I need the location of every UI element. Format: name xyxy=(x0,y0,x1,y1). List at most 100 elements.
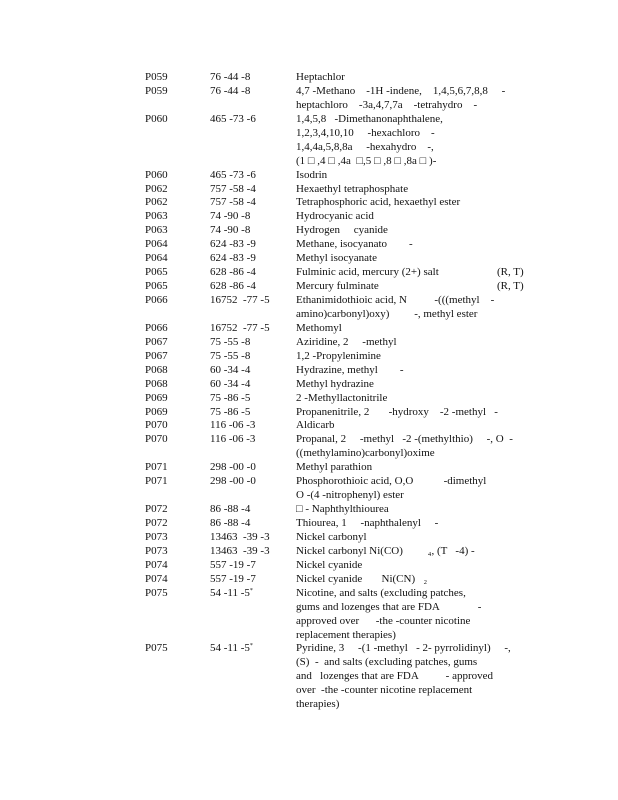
substance-name: Pyridine, 3 -(1 -methyl - 2- pyrrolidiny… xyxy=(296,642,511,655)
cas-value: 624 -83 -9 xyxy=(210,252,256,265)
cas-value: 298 -00 -0 xyxy=(210,461,256,474)
waste-code: P072 xyxy=(145,517,168,529)
row-line: P067 75 -55 -8 Aziridine, 2 -methyl xyxy=(145,336,545,350)
row-line: P062 757 -58 -4 Hexaethyl tetraphosphate xyxy=(145,183,545,197)
row-line: P063 74 -90 -8 Hydrocyanic acid xyxy=(145,210,545,224)
row-line: P070 116 -06 -3 Propanal, 2 -methyl -2 -(m… xyxy=(145,433,545,447)
substance-name: Methyl isocyanate xyxy=(296,252,377,265)
cas-value: 116 -06 -3 xyxy=(210,419,256,432)
row-line: P075 54 -11 -5* Nicotine, and salts (exclu… xyxy=(145,587,545,601)
cas-value: 116 -06 -3 xyxy=(210,433,256,446)
row-line: over -the -counter nicotine replacement xyxy=(145,684,545,698)
substance-name: Nickel cyanide xyxy=(296,558,363,571)
cas-number: 465 -73 -6 xyxy=(210,169,256,183)
substance-name: Methyl parathion xyxy=(296,461,373,474)
cas-number: 116 -06 -3 xyxy=(210,419,255,433)
waste-code: P068 xyxy=(145,377,168,390)
cas-value: 54 -11 -5 xyxy=(210,586,250,599)
waste-code: P075 xyxy=(145,586,168,599)
cas-number: 75 -55 -8 xyxy=(210,336,250,350)
table-row: P072 86 -88 -4 Thiourea, 1 -naphthalenyl - xyxy=(145,517,545,531)
substance-name: (S) - and salts (excluding patches, gums xyxy=(296,656,478,669)
waste-code: P069 xyxy=(145,391,168,404)
row-line: P074 557 -19 -7 Nickel cyanide xyxy=(145,559,545,573)
row-line: gums and lozenges that are FDA - xyxy=(145,601,545,615)
substance-name: 2 -Methyllactonitrile xyxy=(296,391,388,404)
row-line: replacement therapies) xyxy=(145,629,545,643)
substance-name: Propanal, 2 -methyl -2 -(methylthio) -, … xyxy=(296,433,513,446)
cas-number: 628 -86 -4 xyxy=(210,266,256,280)
cas-number: 624 -83 -9 xyxy=(210,252,256,266)
hazard-code: (R, T) xyxy=(497,280,524,293)
table-row: P060 465 -73 -6 1,4,5,8 -Dimethanonaphthal… xyxy=(145,113,545,169)
row-line: P066 16752 -77 -5 Methomyl xyxy=(145,322,545,336)
cas-value: 465 -73 -6 xyxy=(210,168,256,181)
table-row: P074 557 -19 -7 Nickel cyanide Ni(CN) ₂ xyxy=(145,573,545,587)
substance-name: Aldicarb xyxy=(296,419,335,432)
row-line: (1 □ ,4 □ ,4a □,5 □ ,8 □ ,8a □ )- xyxy=(145,155,545,169)
cas-number: 54 -11 -5* xyxy=(210,587,253,601)
cas-number: 74 -90 -8 xyxy=(210,224,250,238)
substance-name: Propanenitrile, 2 -hydroxy -2 -methyl - xyxy=(296,405,498,418)
cas-number: 116 -06 -3 xyxy=(210,433,255,447)
row-line: P069 75 -86 -5 2 -Methyllactonitrile xyxy=(145,392,545,406)
table-row: P068 60 -34 -4 Methyl hydrazine xyxy=(145,378,545,392)
waste-code: P070 xyxy=(145,433,168,446)
waste-code: P074 xyxy=(145,558,168,571)
waste-code: P072 xyxy=(145,503,168,516)
cas-footnote-mark: * xyxy=(249,643,253,650)
cas-value: 757 -58 -4 xyxy=(210,182,256,195)
table-row: P068 60 -34 -4 Hydrazine, methyl - xyxy=(145,364,545,378)
waste-code: P064 xyxy=(145,252,168,265)
waste-code: P071 xyxy=(145,475,168,488)
cas-value: 16752 -77 -5 xyxy=(210,321,270,334)
waste-code: P063 xyxy=(145,224,168,237)
cas-value: 298 -00 -0 xyxy=(210,475,256,488)
waste-code: P060 xyxy=(145,112,168,125)
cas-value: 75 -55 -8 xyxy=(210,335,251,348)
substance-name: Ethanimidothioic acid, N -(((methyl - xyxy=(296,294,495,306)
row-line: O -(4 -nitrophenyl) ester xyxy=(145,489,545,503)
substance-name: Phosphorothioic acid, O,O -dimethyl xyxy=(296,475,487,488)
cas-value: 76 -44 -8 xyxy=(210,84,251,97)
cas-value: 628 -86 -4 xyxy=(210,280,256,293)
cas-number: 298 -00 -0 xyxy=(210,475,256,489)
cas-number: 557 -19 -7 xyxy=(210,573,256,587)
cas-value: 74 -90 -8 xyxy=(210,210,251,223)
cas-value: 86 -88 -4 xyxy=(210,503,251,516)
waste-code: P067 xyxy=(145,349,168,362)
substance-name: □ - Naphthylthiourea xyxy=(296,503,389,516)
cas-value: 465 -73 -6 xyxy=(210,112,256,125)
substance-name: 4,7 -Methano -1H -indene, 1,4,5,6,7,8,8 … xyxy=(296,84,506,97)
cas-number: 86 -88 -4 xyxy=(210,517,250,531)
substance-name: Methyl hydrazine xyxy=(296,377,374,390)
table-row: P066 16752 -77 -5 Ethanimidothioic acid, N… xyxy=(145,294,545,322)
substance-name: Thiourea, 1 -naphthalenyl - xyxy=(296,517,439,529)
substance-name: approved over -the -counter nicotine xyxy=(296,614,471,627)
row-line: P074 557 -19 -7 Nickel cyanide Ni(CN) ₂ xyxy=(145,573,545,587)
substance-name: Hydrogen cyanide xyxy=(296,224,388,237)
substance-name: replacement therapies) xyxy=(296,628,396,641)
row-line: P071 298 -00 -0 Methyl parathion xyxy=(145,461,545,475)
cas-number: 86 -88 -4 xyxy=(210,503,250,517)
substance-name: over -the -counter nicotine replacement xyxy=(296,684,473,697)
cas-value: 75 -86 -5 xyxy=(210,405,251,418)
cas-number: 60 -34 -4 xyxy=(210,378,250,392)
table-row: P072 86 -88 -4 □ - Naphthylthiourea xyxy=(145,503,545,517)
cas-number: 624 -83 -9 xyxy=(210,238,256,252)
cas-number: 13463 -39 -3 xyxy=(210,545,270,559)
waste-code: P062 xyxy=(145,196,168,209)
substance-name: heptachloro -3a,4,7,7a -tetrahydro - xyxy=(296,98,478,111)
row-line: P063 74 -90 -8 Hydrogen cyanide xyxy=(145,224,545,238)
waste-code: P065 xyxy=(145,266,168,279)
table-row: P075 54 -11 -5* Pyridine, 3 -(1 -methyl - … xyxy=(145,642,545,712)
row-line: heptachloro -3a,4,7,7a -tetrahydro - xyxy=(145,99,545,113)
waste-code: P069 xyxy=(145,405,168,418)
row-line: P073 13463 -39 -3 Nickel carbonyl Ni(CO) ₄… xyxy=(145,545,545,559)
table-row: P067 75 -55 -8 1,2 -Propylenimine xyxy=(145,350,545,364)
substance-name: therapies) xyxy=(296,698,340,711)
cas-number: 16752 -77 -5 xyxy=(210,294,270,308)
cas-value: 75 -86 -5 xyxy=(210,391,251,404)
table-row: P073 13463 -39 -3 Nickel carbonyl Ni(CO) ₄… xyxy=(145,545,545,559)
hazard-code: (R, T) xyxy=(497,266,524,279)
